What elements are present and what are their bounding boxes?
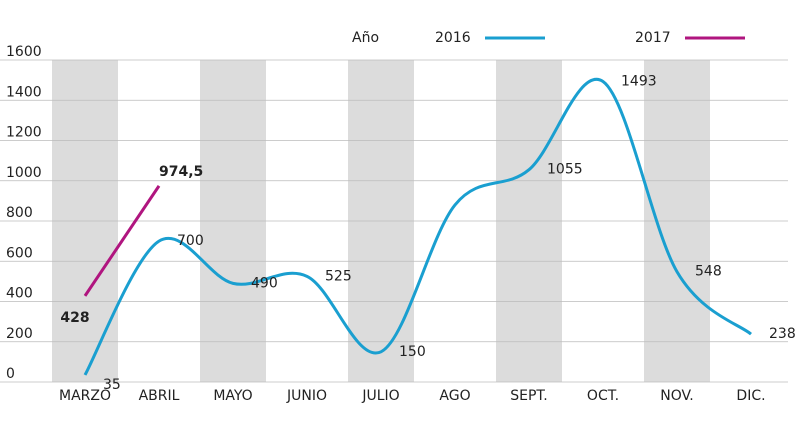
value-label: 1493 [621,74,657,90]
y-tick-label: 1600 [6,44,42,60]
x-tick-label: MARZO [59,388,111,404]
value-label: 238 [769,326,796,342]
legend-label: 2017 [635,30,671,46]
y-tick-label: 1000 [6,165,42,181]
legend-label: 2016 [435,30,471,46]
y-tick-label: 400 [6,286,33,302]
y-tick-label: 800 [6,205,33,221]
y-tick-label: 200 [6,326,33,342]
value-label: 700 [177,233,204,249]
x-tick-label: AGO [439,388,470,404]
value-label: 525 [325,268,352,284]
value-label: 428 [60,310,89,326]
value-label: 1055 [547,162,583,178]
x-tick-label: DIC. [736,388,765,404]
x-tick-label: ABRIL [139,388,180,404]
x-tick-label: JULIO [361,388,399,404]
value-label: 490 [251,275,278,291]
series-line [83,185,161,297]
value-label: 974,5 [159,164,203,180]
value-label: 35 [103,377,121,393]
value-label: 150 [399,344,426,360]
y-tick-label: 0 [6,366,15,382]
y-tick-label: 1200 [6,125,42,141]
y-tick-label: 1400 [6,84,42,100]
legend-title: Año [352,30,379,46]
value-label: 548 [695,264,722,280]
x-tick-label: SEPT. [510,388,548,404]
series-line [83,77,752,376]
y-tick-label: 600 [6,245,33,261]
x-tick-label: OCT. [587,388,619,404]
x-tick-label: MAYO [213,388,252,404]
x-tick-label: NOV. [660,388,693,404]
x-tick-label: JUNIO [286,388,327,404]
